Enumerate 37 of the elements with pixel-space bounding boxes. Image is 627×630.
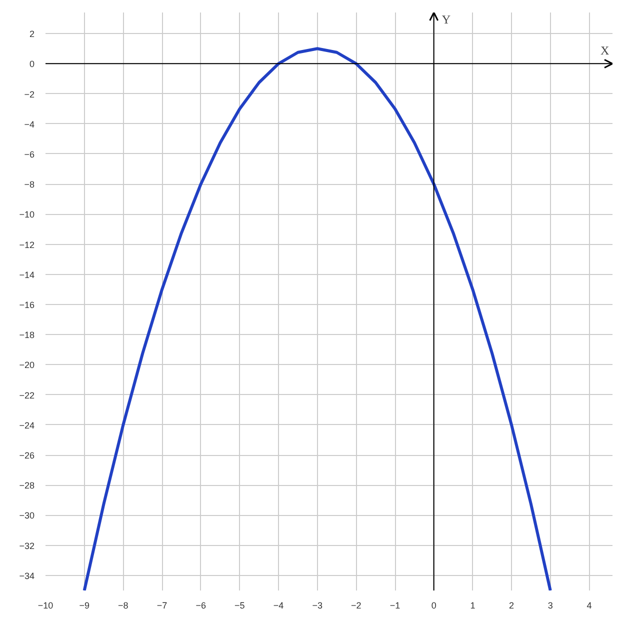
y-tick-label: −22 [19,390,35,400]
x-tick-label: −1 [390,600,400,610]
y-tick-label: −8 [24,180,35,190]
y-tick-label: −30 [19,510,35,521]
y-tick-label: −26 [19,450,35,461]
y-tick-label: −28 [19,480,35,491]
x-tick-label: −4 [273,600,284,610]
y-tick-label: −16 [19,300,35,310]
x-tick-label: 1 [470,600,476,610]
x-tick-label: −3 [312,600,322,610]
y-tick-label: 0 [29,59,35,70]
x-tick-label: −7 [156,600,168,610]
x-tick-label: −5 [234,600,245,610]
x-tick-label: 2 [509,600,514,610]
x-tick-label: −8 [118,600,128,610]
y-tick-label: −20 [19,360,35,370]
x-tick-label: 0 [431,600,436,610]
x-tick-label: 3 [548,600,553,610]
x-tick-label: −10 [38,600,54,610]
y-tick-label: −4 [24,119,35,130]
y-tick-label: −34 [19,570,35,581]
x-tick-label: −9 [79,600,90,610]
y-tick-label: −6 [24,149,35,160]
y-tick-label: −10 [19,210,35,220]
y-tick-label: −24 [19,420,35,430]
y-tick-label: −14 [19,270,35,280]
y-tick-label: −2 [24,89,35,100]
y-tick-label: −12 [19,240,35,250]
x-tick-label: −2 [351,600,362,610]
y-axis-title: Y [442,12,451,26]
line-series [82,47,552,590]
y-tick-label: −32 [19,540,35,551]
x-tick-label: −6 [196,600,206,610]
x-tick-label: 4 [586,600,592,610]
x-axis-title: X [600,44,610,58]
y-tick-label: 2 [29,29,35,40]
y-tick-label: −18 [19,330,35,340]
